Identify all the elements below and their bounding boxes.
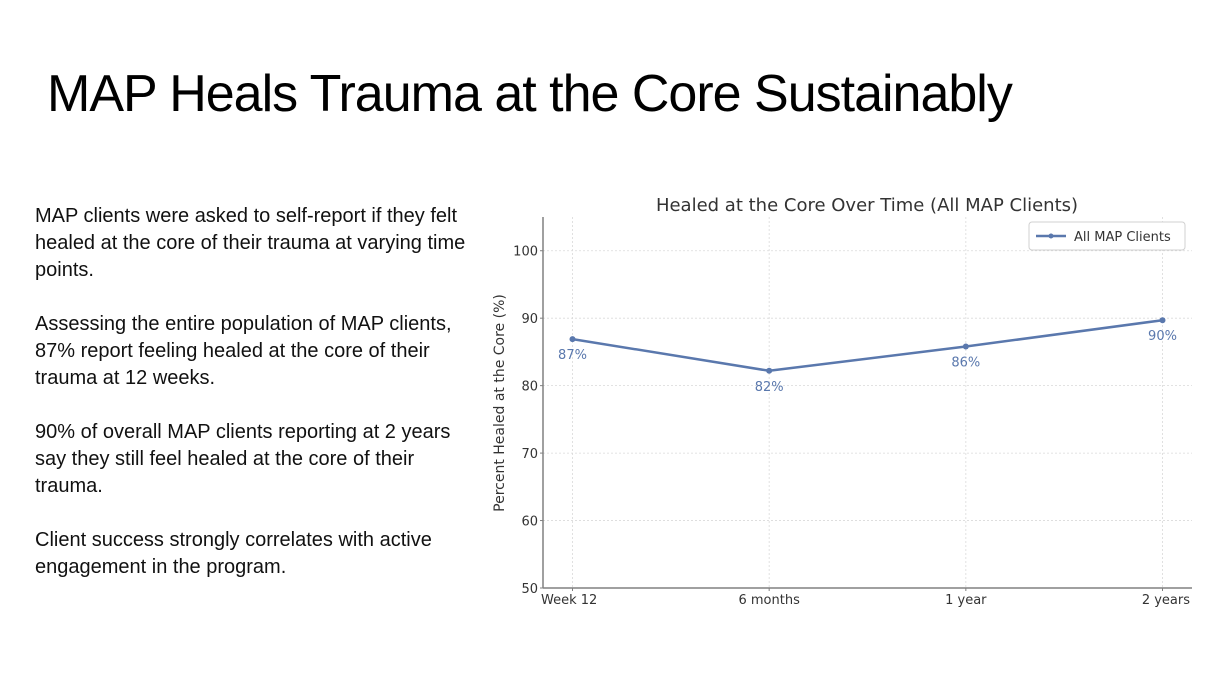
data-point bbox=[766, 367, 773, 374]
chart-title: Healed at the Core Over Time (All MAP Cl… bbox=[656, 195, 1078, 216]
y-tick-label: 70 bbox=[521, 447, 538, 462]
data-point bbox=[1159, 317, 1166, 324]
paragraph-survey-method: MAP clients were asked to self-report if… bbox=[35, 205, 466, 281]
data-point bbox=[569, 336, 576, 343]
y-tick-label: 60 bbox=[521, 515, 538, 530]
data-label: 87% bbox=[558, 348, 587, 363]
legend-marker bbox=[1048, 233, 1054, 239]
y-tick-label: 80 bbox=[521, 380, 538, 395]
x-tick-label: 6 months bbox=[738, 593, 800, 608]
line-chart: Healed at the Core Over Time (All MAP Cl… bbox=[492, 195, 1192, 608]
y-axis-label: Percent Healed at the Core (%) bbox=[492, 294, 508, 512]
axes: 50 60 70 80 90 100 Week 12 6 months 1 year 2 year… bbox=[513, 217, 1192, 608]
x-tick-label: 1 year bbox=[945, 593, 987, 608]
paragraph-engagement: Client success strongly correlates with … bbox=[35, 529, 432, 578]
data-label: 86% bbox=[951, 356, 980, 371]
grid bbox=[543, 217, 1192, 588]
data-point bbox=[962, 343, 969, 350]
series: 87% 82% 86% 90% bbox=[558, 317, 1177, 395]
x-tick-label: Week 12 bbox=[541, 593, 597, 608]
y-tick-label: 50 bbox=[521, 582, 538, 597]
paragraph-2-years-result: 90% of overall MAP clients reporting at … bbox=[35, 421, 451, 497]
y-tick-label: 90 bbox=[521, 312, 538, 327]
slide-title: MAP Heals Trauma at the Core Sustainably bbox=[47, 65, 1013, 123]
legend-label: All MAP Clients bbox=[1074, 230, 1171, 245]
legend: All MAP Clients bbox=[1028, 221, 1186, 251]
data-label: 90% bbox=[1148, 329, 1177, 344]
body-text: MAP clients were asked to self-report if… bbox=[35, 203, 485, 608]
x-tick-label: 2 years bbox=[1142, 593, 1190, 608]
y-tick-label: 100 bbox=[513, 245, 538, 260]
series-line bbox=[572, 318, 1163, 373]
paragraph-12-weeks-result: Assessing the entire population of MAP c… bbox=[35, 313, 452, 389]
legend-box bbox=[1028, 221, 1186, 251]
data-label: 82% bbox=[755, 380, 784, 395]
